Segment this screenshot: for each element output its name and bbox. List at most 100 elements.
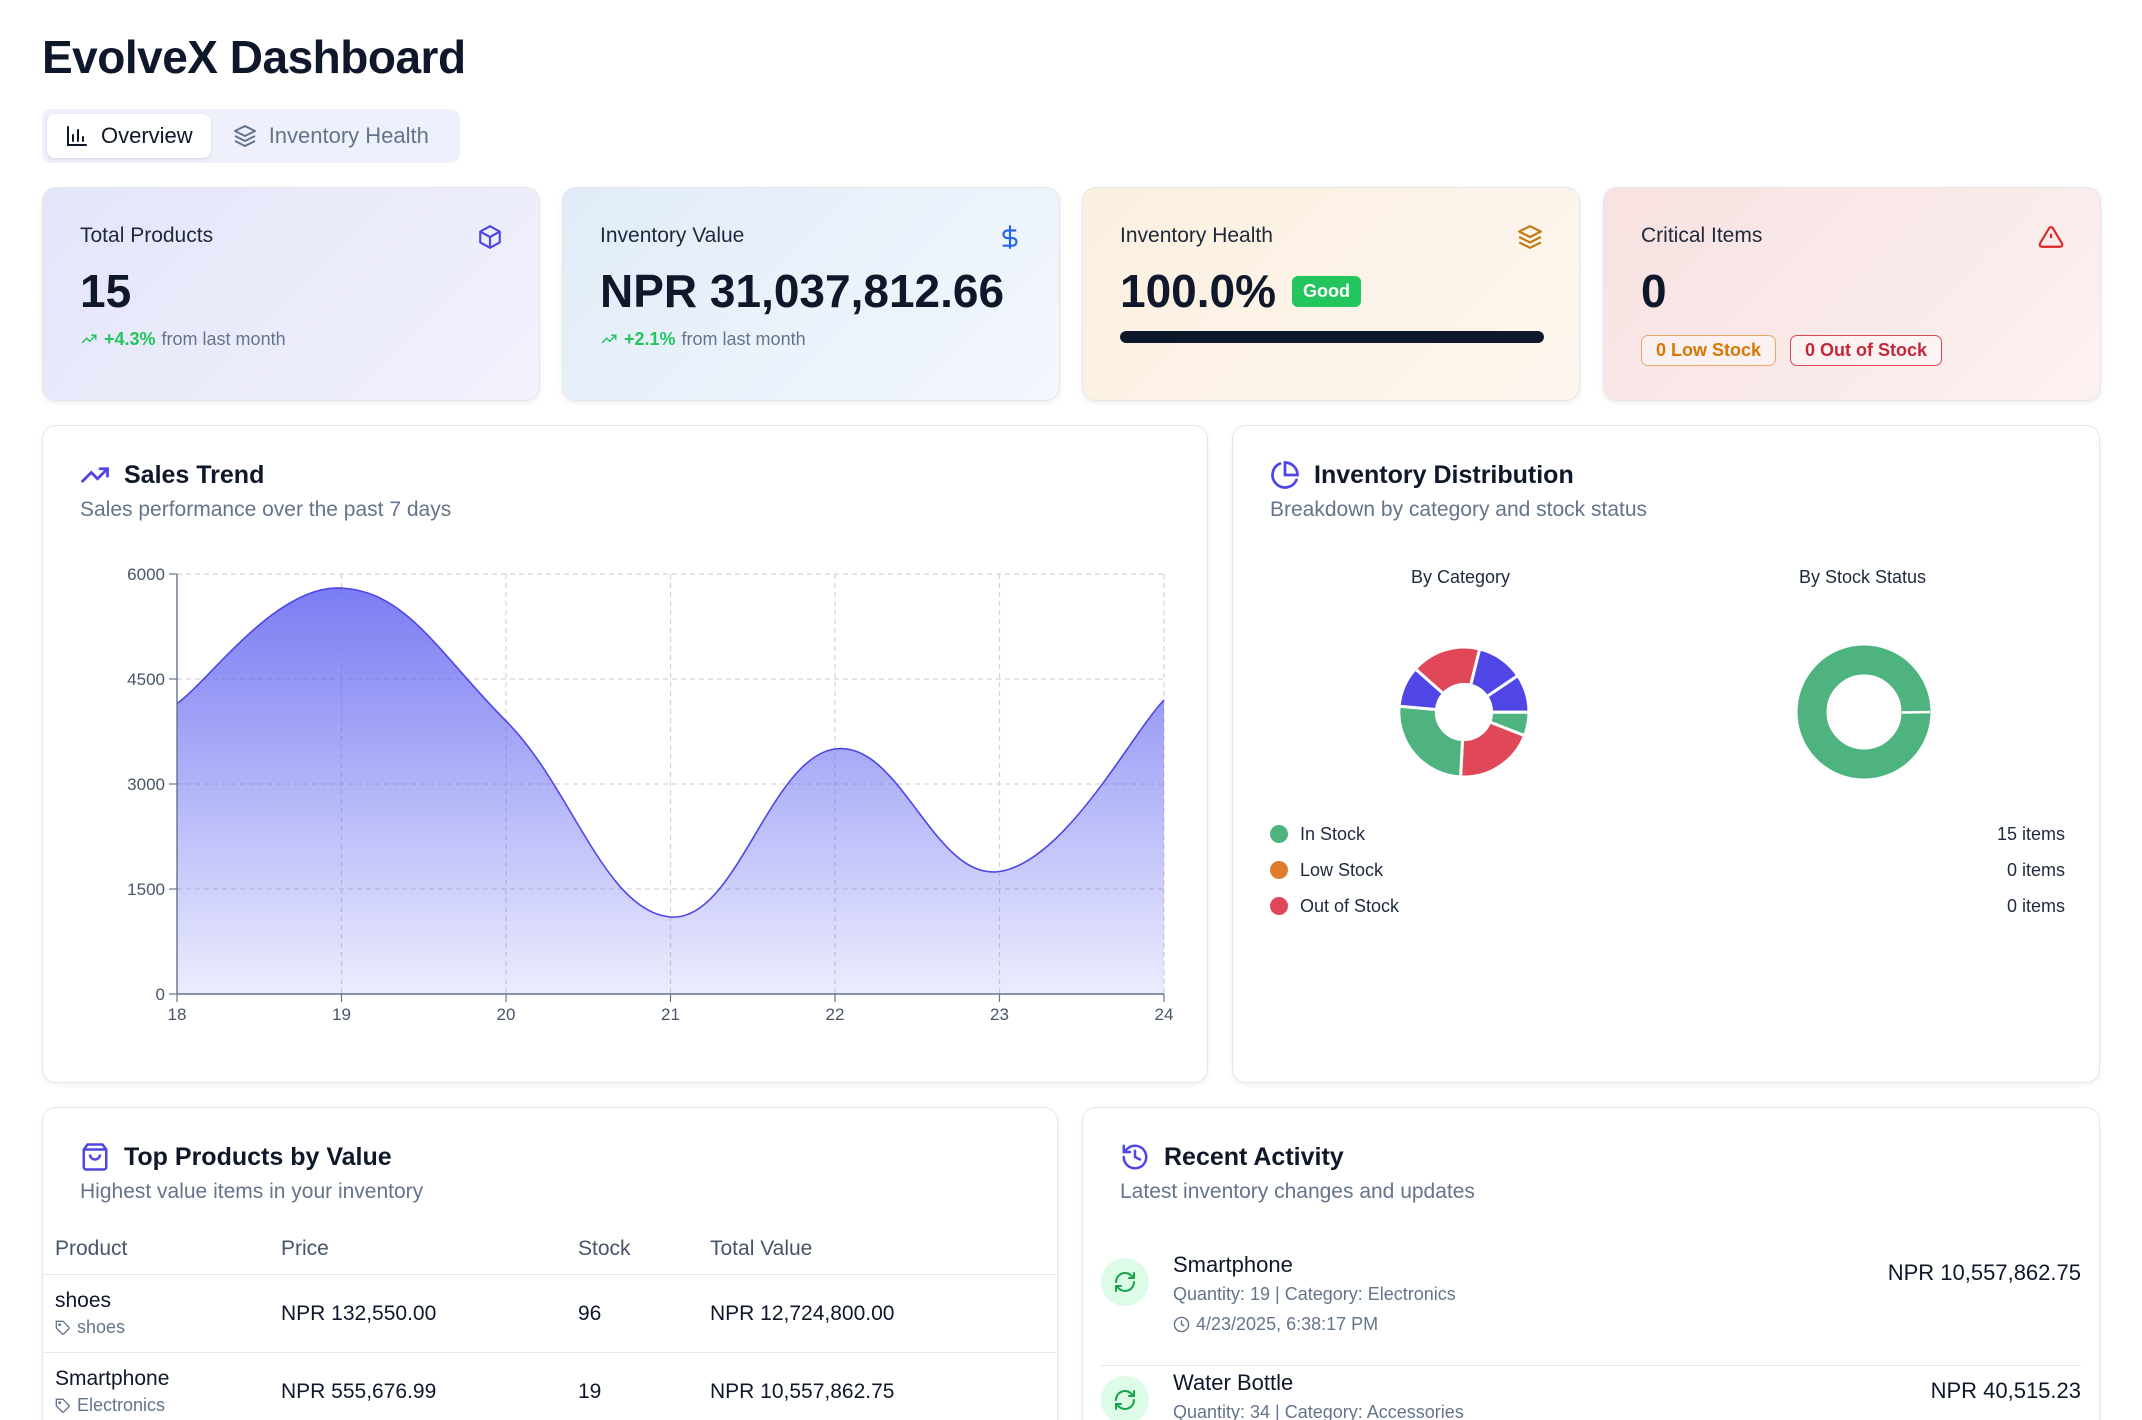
legend-item: Out of Stock 0 items bbox=[1270, 888, 2065, 924]
legend-dot bbox=[1270, 825, 1288, 843]
sales-area bbox=[177, 587, 1164, 994]
tab-overview[interactable]: Overview bbox=[47, 114, 211, 158]
x-tick-label: 24 bbox=[1155, 1005, 1174, 1024]
stat-trend: +4.3% from last month bbox=[80, 329, 502, 350]
y-tick-label: 4500 bbox=[127, 670, 165, 689]
tab-bar: Overview Inventory Health bbox=[42, 109, 460, 163]
product-stock: 96 bbox=[578, 1301, 602, 1325]
top-products-panel: Top Products by Value Highest value item… bbox=[42, 1107, 1058, 1420]
product-price: NPR 555,676.99 bbox=[281, 1379, 437, 1403]
panel-title: Sales Trend bbox=[124, 460, 265, 489]
panel-subtitle: Latest inventory changes and updates bbox=[1120, 1180, 1475, 1203]
page-title: EvolveX Dashboard bbox=[42, 31, 466, 83]
panel-subtitle: Sales performance over the past 7 days bbox=[80, 498, 452, 521]
product-total: NPR 12,724,800.00 bbox=[710, 1301, 895, 1325]
x-tick-label: 20 bbox=[497, 1005, 516, 1024]
column-header[interactable]: Product bbox=[55, 1236, 128, 1260]
history-icon bbox=[1122, 1144, 1148, 1170]
tab-overview-label: Overview bbox=[101, 123, 193, 148]
legend-item: In Stock 15 items bbox=[1270, 816, 2065, 852]
layers-icon bbox=[1518, 225, 1542, 249]
alert-triangle-icon bbox=[2038, 226, 2064, 248]
legend-count: 0 items bbox=[2006, 859, 2065, 880]
category-donut-chart bbox=[1397, 645, 1531, 779]
recent-activity-panel: Recent Activity Latest inventory changes… bbox=[1082, 1107, 2100, 1420]
by-category-title: By Category bbox=[1411, 567, 1511, 587]
activity-name: Smartphone bbox=[1173, 1252, 1293, 1277]
refresh-icon bbox=[1115, 1272, 1135, 1292]
pie-chart-icon bbox=[1271, 461, 1299, 489]
stat-value: 0 bbox=[1641, 265, 1667, 317]
x-tick-label: 23 bbox=[990, 1005, 1009, 1024]
bar-chart-icon bbox=[67, 126, 87, 146]
panel-title: Recent Activity bbox=[1164, 1142, 1344, 1171]
refresh-icon bbox=[1115, 1390, 1135, 1410]
stock-status-donut-chart bbox=[1797, 645, 1931, 779]
panel-subtitle: Highest value items in your inventory bbox=[80, 1180, 424, 1203]
status-badge: Good bbox=[1292, 275, 1362, 307]
trending-up-icon bbox=[81, 467, 109, 483]
stat-label: Total Products bbox=[80, 224, 214, 247]
legend-count: 15 items bbox=[1996, 823, 2065, 844]
table-header: Product Price Stock Total Value bbox=[43, 1223, 1057, 1275]
trend-suffix: from last month bbox=[681, 328, 806, 349]
health-progress-fill bbox=[1120, 330, 1544, 343]
activity-item[interactable]: Water Bottle Quantity: 34 | Category: Ac… bbox=[1101, 1366, 2081, 1420]
column-header[interactable]: Price bbox=[281, 1236, 329, 1260]
activity-name: Water Bottle bbox=[1173, 1370, 1294, 1395]
low-stock-badge: 0 Low Stock bbox=[1641, 334, 1777, 366]
product-name: shoes bbox=[55, 1289, 112, 1312]
trend-suffix: from last month bbox=[161, 328, 286, 349]
dollar-icon bbox=[1002, 225, 1018, 249]
sales-line bbox=[176, 587, 1165, 918]
shopping-bag-icon bbox=[82, 1143, 108, 1171]
product-stock: 19 bbox=[578, 1379, 602, 1403]
y-tick-label: 3000 bbox=[127, 775, 165, 794]
product-tag: Electronics bbox=[77, 1395, 166, 1415]
package-icon bbox=[479, 225, 501, 249]
legend-dot bbox=[1270, 861, 1288, 879]
stat-label: Inventory Value bbox=[600, 224, 745, 247]
inventory-health-card: Inventory Health 100.0% Good bbox=[1082, 187, 1580, 401]
column-header[interactable]: Stock bbox=[578, 1236, 631, 1260]
by-stock-status-title: By Stock Status bbox=[1799, 567, 1927, 587]
product-price: NPR 132,550.00 bbox=[281, 1301, 437, 1325]
sales-trend-chart: 0 1500 3000 4500 6000 18 19 20 21 22 23 24 bbox=[127, 565, 1174, 1024]
inventory-value-card: Inventory Value NPR 31,037,812.66 +2.1% f… bbox=[562, 187, 1060, 401]
table-row[interactable]: shoes shoes NPR 132,550.00 96 NPR 12,724… bbox=[43, 1275, 1057, 1353]
sales-trend-panel: Sales Trend Sales performance over the p… bbox=[42, 425, 1208, 1083]
legend-dot bbox=[1270, 897, 1288, 915]
activity-meta: Quantity: 34 | Category: Accessories bbox=[1173, 1402, 1464, 1420]
x-tick-label: 21 bbox=[661, 1005, 680, 1024]
stat-label: Critical Items bbox=[1641, 224, 1763, 247]
legend-label: Low Stock bbox=[1300, 859, 1384, 880]
trend-percent: +2.1% bbox=[624, 328, 676, 349]
top-products-table: Product Price Stock Total Value shoes sh… bbox=[43, 1223, 1057, 1420]
stat-label: Inventory Health bbox=[1120, 224, 1273, 247]
x-tick-label: 19 bbox=[332, 1005, 351, 1024]
tab-inventory-health[interactable]: Inventory Health bbox=[215, 114, 447, 158]
health-progress-bar bbox=[1120, 330, 1544, 343]
activity-value: NPR 10,557,862.75 bbox=[1887, 1260, 2081, 1285]
table-row[interactable]: Smartphone Electronics NPR 555,676.99 19… bbox=[43, 1353, 1057, 1420]
stat-value: NPR 31,037,812.66 bbox=[600, 265, 1005, 317]
legend-count: 0 items bbox=[2006, 895, 2065, 916]
x-tick-label: 22 bbox=[826, 1005, 845, 1024]
category-segment bbox=[1397, 704, 1465, 779]
total-products-card: Total Products 15 +4.3% from last month bbox=[42, 187, 540, 401]
legend-label: In Stock bbox=[1300, 823, 1366, 844]
panel-title: Inventory Distribution bbox=[1314, 460, 1574, 489]
tab-inventory-health-label: Inventory Health bbox=[268, 123, 429, 148]
panel-title: Top Products by Value bbox=[124, 1142, 392, 1171]
in-stock-segment bbox=[1797, 645, 1931, 779]
y-tick-label: 0 bbox=[156, 985, 165, 1004]
trending-up-icon bbox=[81, 334, 97, 344]
activity-time: 4/23/2025, 6:38:17 PM bbox=[1196, 1314, 1379, 1334]
critical-items-card: Critical Items 0 0 Low Stock 0 Out of St… bbox=[1603, 187, 2101, 401]
activity-item[interactable]: Smartphone Quantity: 19 | Category: Elec… bbox=[1101, 1248, 2081, 1366]
column-header[interactable]: Total Value bbox=[710, 1236, 813, 1260]
y-tick-label: 1500 bbox=[127, 880, 165, 899]
out-of-stock-badge: 0 Out of Stock bbox=[1790, 334, 1943, 366]
tag-icon bbox=[55, 1320, 70, 1335]
panel-subtitle: Breakdown by category and stock status bbox=[1270, 498, 1648, 521]
